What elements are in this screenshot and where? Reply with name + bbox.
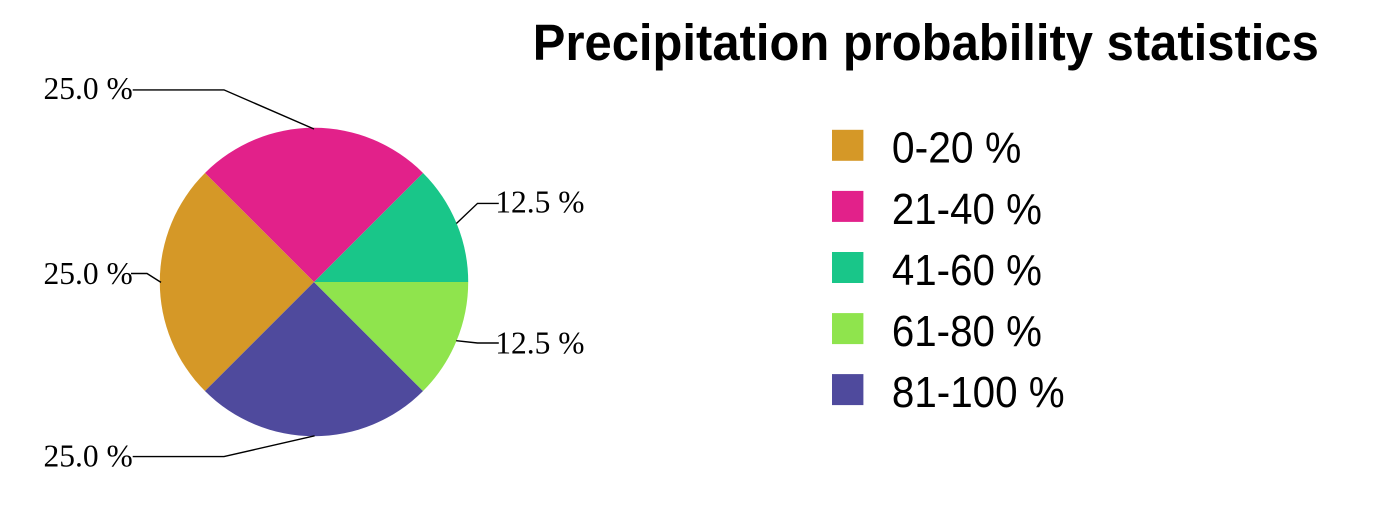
svg-text:25.0 %: 25.0 % (44, 438, 133, 473)
svg-text:0-20 %: 0-20 % (892, 124, 1021, 173)
svg-text:12.5 %: 12.5 % (495, 326, 584, 361)
svg-text:25.0 %: 25.0 % (44, 71, 133, 106)
svg-text:41-60 %: 41-60 % (892, 246, 1042, 295)
svg-text:Precipitation probability stat: Precipitation probability statistics (533, 14, 1319, 71)
svg-text:61-80 %: 61-80 % (892, 307, 1042, 356)
svg-text:25.0 %: 25.0 % (44, 256, 133, 291)
svg-text:21-40 %: 21-40 % (892, 185, 1042, 234)
svg-text:81-100 %: 81-100 % (892, 368, 1065, 417)
svg-text:12.5 %: 12.5 % (495, 185, 584, 220)
